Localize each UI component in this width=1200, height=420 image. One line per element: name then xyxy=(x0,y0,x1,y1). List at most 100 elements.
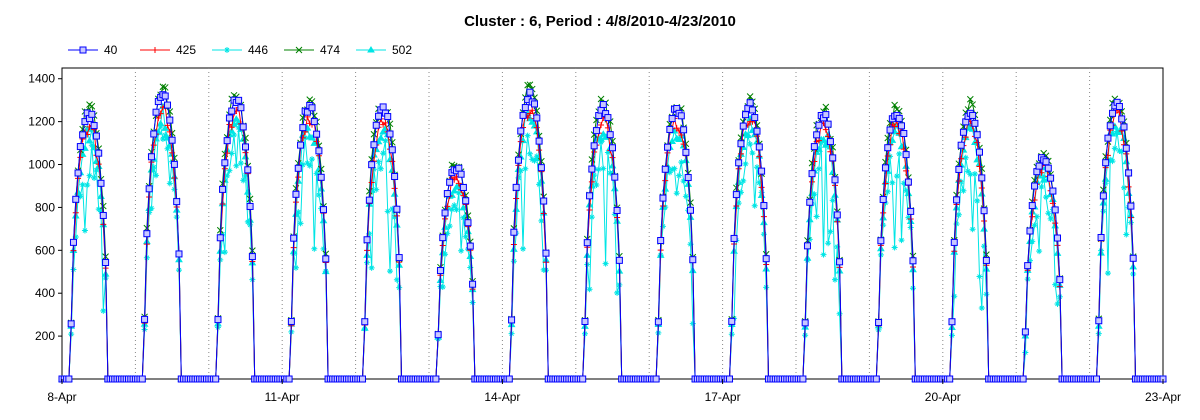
data-point xyxy=(815,121,823,129)
data-point xyxy=(884,152,891,159)
data-point xyxy=(1116,147,1123,154)
plot-frame xyxy=(61,67,1164,380)
data-point xyxy=(386,130,394,138)
data-point xyxy=(680,141,687,148)
data-point xyxy=(319,206,327,214)
data-point xyxy=(829,154,837,162)
data-point xyxy=(609,170,616,177)
data-point xyxy=(1104,270,1111,277)
data-point xyxy=(150,142,157,149)
data-point xyxy=(822,126,829,133)
data-point xyxy=(388,138,396,146)
data-point xyxy=(974,197,981,204)
x-axis-ticks: 8-Apr 11-Apr 14-Apr 17-Apr 20-Apr 23-Apr xyxy=(47,379,1181,404)
data-point xyxy=(464,212,472,219)
data-point xyxy=(221,159,229,167)
data-point xyxy=(971,119,979,127)
data-point xyxy=(317,165,325,173)
data-point xyxy=(900,180,907,187)
data-point xyxy=(657,236,665,244)
data-point xyxy=(966,95,974,103)
data-point xyxy=(510,228,518,236)
data-point xyxy=(444,230,451,237)
data-point xyxy=(537,164,545,172)
data-point xyxy=(175,250,183,258)
data-point xyxy=(466,242,474,250)
data-point xyxy=(395,254,403,262)
data-point xyxy=(981,243,988,250)
data-point xyxy=(446,178,454,186)
data-point xyxy=(458,247,465,254)
data-point xyxy=(228,124,235,131)
data-point xyxy=(235,96,243,104)
data-point xyxy=(524,132,531,139)
data-point xyxy=(755,143,763,151)
data-point xyxy=(97,192,105,199)
data-point xyxy=(895,114,903,122)
data-point xyxy=(1031,182,1039,190)
data-point xyxy=(169,149,176,156)
data-point xyxy=(737,189,744,196)
legend-label: 474 xyxy=(320,43,340,57)
data-point xyxy=(393,276,400,283)
data-point xyxy=(1042,158,1050,166)
data-point xyxy=(432,375,440,383)
data-point xyxy=(659,223,666,230)
data-point xyxy=(664,143,672,151)
data-point xyxy=(216,234,224,242)
data-point xyxy=(971,138,979,146)
data-point xyxy=(586,192,594,200)
data-point xyxy=(609,154,616,161)
data-point xyxy=(72,195,80,203)
data-point xyxy=(668,115,676,123)
data-point xyxy=(166,180,173,187)
data-point xyxy=(536,147,543,154)
data-point xyxy=(877,237,885,245)
data-point xyxy=(756,153,763,160)
data-point xyxy=(682,193,689,200)
data-point xyxy=(313,130,321,138)
data-point xyxy=(453,206,460,213)
data-point xyxy=(831,276,838,283)
data-point xyxy=(540,197,548,205)
data-point xyxy=(171,186,178,193)
data-point xyxy=(170,160,178,168)
data-point xyxy=(669,166,676,173)
data-point xyxy=(520,245,527,252)
data-point xyxy=(95,206,102,213)
data-point xyxy=(393,205,401,213)
data-point xyxy=(586,207,593,214)
data-point xyxy=(358,375,366,383)
data-point xyxy=(159,135,166,142)
data-point xyxy=(168,136,176,144)
y-axis-ticks: 200 400 600 800 1000 1200 1400 xyxy=(28,72,62,343)
data-point xyxy=(872,375,880,383)
data-point xyxy=(370,130,378,138)
y-tick-label: 400 xyxy=(35,286,55,300)
data-point xyxy=(739,122,747,130)
data-point xyxy=(826,138,834,146)
data-point xyxy=(1115,103,1123,111)
data-point xyxy=(1120,123,1128,131)
data-point xyxy=(533,153,540,160)
data-point xyxy=(311,245,318,252)
data-point xyxy=(448,206,455,213)
data-point xyxy=(97,208,104,215)
data-point xyxy=(591,172,598,179)
data-point xyxy=(662,204,669,211)
data-point xyxy=(737,140,745,148)
data-point xyxy=(687,241,694,248)
data-point xyxy=(436,267,444,275)
data-point xyxy=(588,165,596,173)
data-point xyxy=(592,127,600,135)
data-point xyxy=(815,137,822,144)
data-point xyxy=(373,186,380,193)
data-point xyxy=(753,127,761,135)
data-point xyxy=(313,138,320,145)
y-tick-label: 800 xyxy=(35,200,55,214)
data-point xyxy=(971,171,978,178)
data-point xyxy=(666,169,673,176)
data-point xyxy=(152,108,160,116)
data-point xyxy=(533,124,540,131)
data-point xyxy=(1045,210,1052,217)
